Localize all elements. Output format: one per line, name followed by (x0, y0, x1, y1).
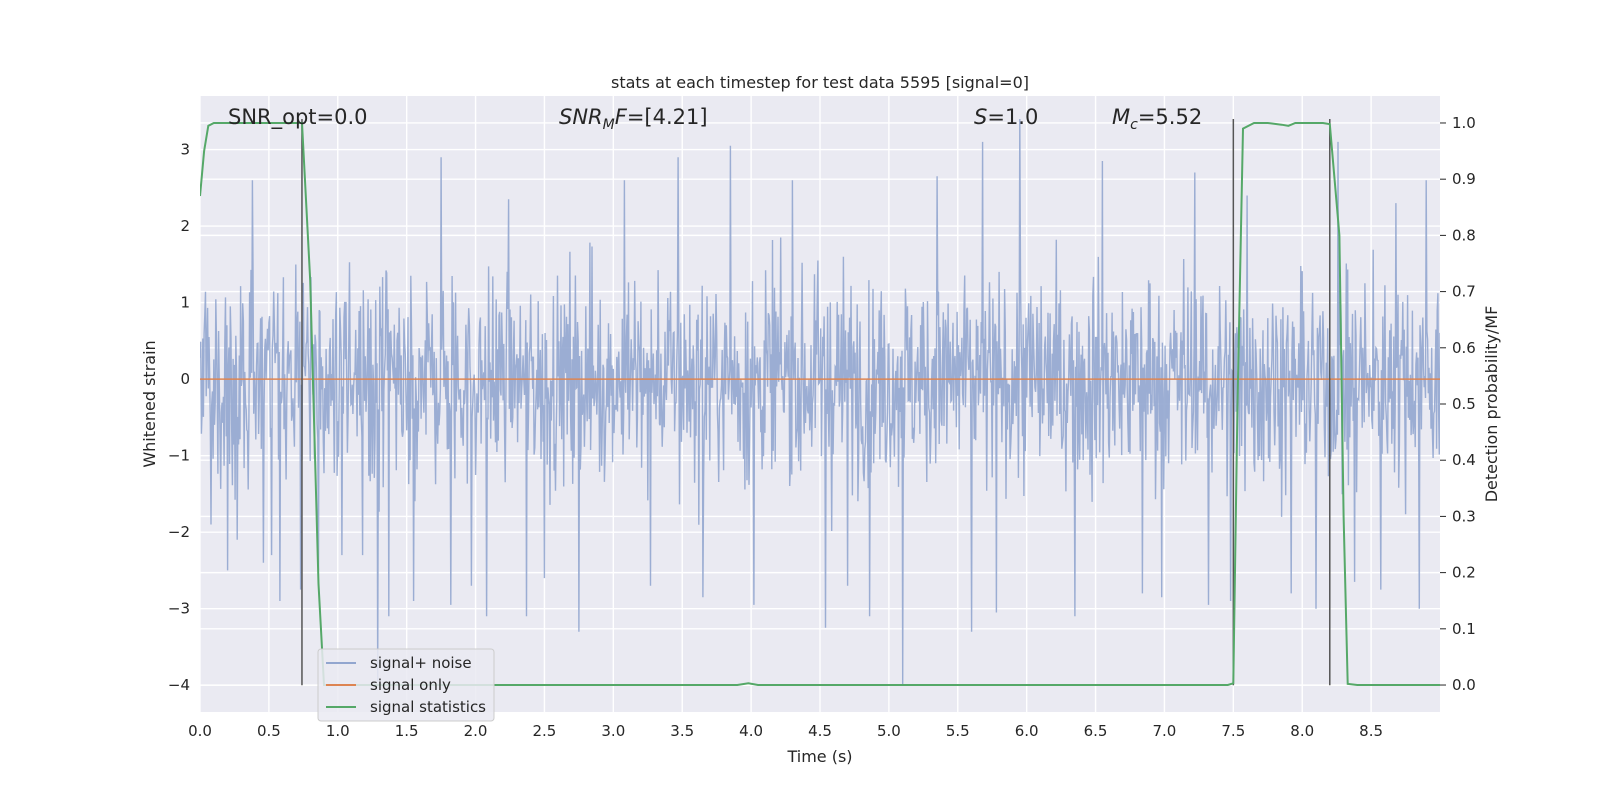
y2-tick-label: 1.0 (1452, 114, 1476, 132)
x-tick-label: 4.0 (739, 722, 763, 740)
x-tick-label: 1.0 (326, 722, 350, 740)
y2-tick-label: 0.0 (1452, 676, 1476, 694)
x-tick-label: 5.5 (946, 722, 970, 740)
y2-tick-label: 0.4 (1452, 451, 1476, 469)
x-tick-label: 6.5 (1084, 722, 1108, 740)
annotation-snr-mf: SNRMF=[4.21] (559, 105, 708, 133)
x-tick-label: 2.5 (533, 722, 557, 740)
x-tick-label: 6.0 (1015, 722, 1039, 740)
x-tick-label: 0.0 (188, 722, 212, 740)
x-tick-label: 7.5 (1221, 722, 1245, 740)
y2-tick-label: 0.1 (1452, 620, 1476, 638)
y-axis-label: Whitened strain (140, 340, 159, 467)
y-axis-ticks: 3 2 1 0 −1 −2 −3 −4 (168, 141, 190, 695)
x-tick-label: 8.0 (1290, 722, 1314, 740)
y-tick-label: 2 (180, 217, 190, 235)
x-tick-label: 5.0 (877, 722, 901, 740)
chart-title: stats at each timestep for test data 559… (611, 73, 1029, 92)
annotation-mc: Mc=5.52 (1112, 105, 1202, 133)
x-tick-label: 7.0 (1153, 722, 1177, 740)
x-axis-label: Time (s) (786, 747, 852, 766)
x-axis-ticks: 0.0 0.5 1.0 1.5 2.0 2.5 3.0 3.5 4.0 4.5 5.0 5.5 6.0 6… (188, 722, 1383, 740)
x-tick-label: 3.0 (601, 722, 625, 740)
y-tick-label: 3 (180, 141, 190, 159)
legend-label-signal-noise: signal+ noise (370, 654, 472, 672)
y2-tick-label: 0.6 (1452, 339, 1476, 357)
legend-box (317, 648, 495, 722)
series-signal-statistics-line (200, 122, 1440, 686)
y-tick-label: −3 (168, 600, 190, 618)
plot-content (200, 118, 1440, 686)
annotation-s: S=1.0 (974, 105, 1038, 129)
x-tick-label: 0.5 (257, 722, 281, 740)
y2-tick-label: 0.3 (1452, 507, 1476, 525)
y2-tick-label: 0.5 (1452, 395, 1476, 413)
y-tick-label: −2 (168, 523, 190, 541)
y-tick-label: −1 (168, 447, 190, 465)
y2-tick-label: 0.2 (1452, 564, 1476, 582)
x-tick-label: 3.5 (670, 722, 694, 740)
y2-tick-label: 0.7 (1452, 283, 1476, 301)
y2-tick-label: 0.9 (1452, 170, 1476, 188)
annotation-snr-opt: SNR_opt=0.0 (228, 105, 368, 130)
legend: signal+ noise signal only signal statist… (317, 648, 495, 722)
y2-axis-label: Detection probability/MF (1482, 306, 1501, 503)
y2-tick-label: 0.8 (1452, 226, 1476, 244)
legend-label-signal-only: signal only (370, 676, 451, 694)
y-tick-label: 1 (180, 294, 190, 312)
x-tick-label: 4.5 (808, 722, 832, 740)
y-tick-label: −4 (168, 676, 190, 694)
x-tick-label: 1.5 (395, 722, 419, 740)
legend-label-signal-statistics: signal statistics (370, 698, 486, 716)
x-tick-label: 8.5 (1359, 722, 1383, 740)
y-tick-label: 0 (180, 370, 190, 388)
y2-axis-ticks: 1.0 0.9 0.8 0.7 0.6 0.5 0.4 0.3 0.2 0.1 0.0 (1440, 114, 1476, 694)
x-tick-label: 2.0 (464, 722, 488, 740)
